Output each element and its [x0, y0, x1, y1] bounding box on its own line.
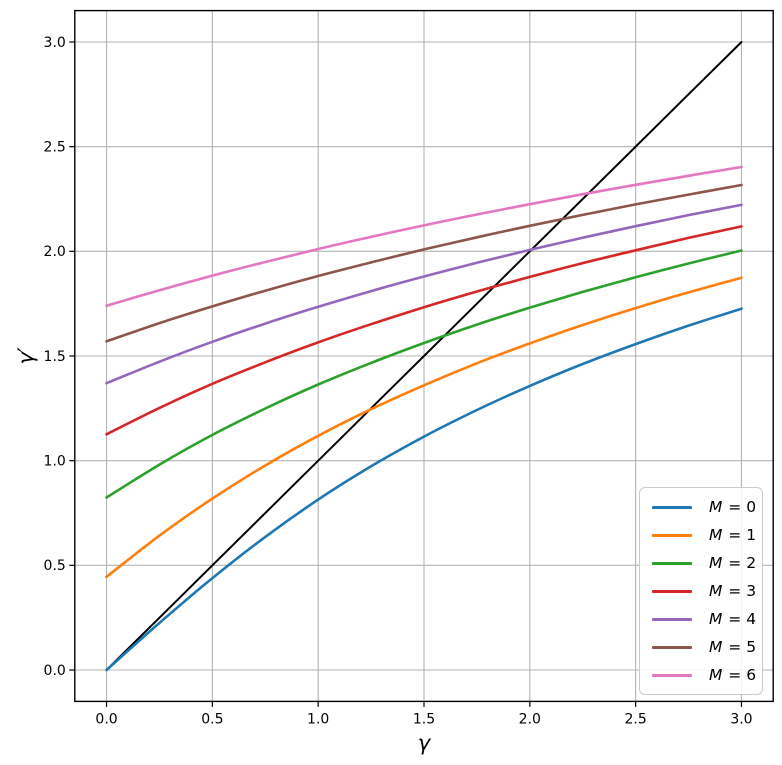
axes [69, 9, 774, 707]
legend-item-m=1: M = 1 [640, 522, 762, 548]
x-tick-label: 2.5 [625, 711, 647, 727]
x-tick-label: 1.5 [413, 711, 435, 727]
legend-item-m=2: M = 2 [640, 550, 762, 576]
y-axis-label: γ′ [14, 347, 38, 364]
legend-item-label: M = 3 [709, 582, 757, 600]
legend-item-label: M = 2 [709, 554, 757, 572]
legend-item-m=3: M = 3 [640, 578, 762, 604]
y-tick-label: 2.0 [44, 244, 66, 260]
legend-item-label: M = 4 [709, 610, 757, 628]
y-tick-label: 0.0 [44, 663, 66, 679]
curve-identity-reference [105, 41, 743, 671]
x-tick-label: 3.0 [730, 711, 752, 727]
legend-item-label: M = 5 [709, 638, 757, 656]
curve-m=6 [105, 165, 743, 308]
legend-line-swatch [652, 505, 692, 509]
grid [74, 10, 774, 702]
curve-m=1 [105, 276, 743, 579]
legend-line-swatch [652, 645, 692, 649]
legend-item-label: M = 1 [709, 526, 757, 544]
y-tick-label: 1.0 [44, 453, 66, 469]
legend-line-swatch [652, 589, 692, 593]
x-tick-label: 1.0 [307, 711, 329, 727]
y-tick-label: 2.5 [44, 139, 66, 155]
legend: M = 0 M = 1 M = 2 M = 3 M = 4 M = 5 M = 6 [639, 487, 763, 695]
legend-item-m=6: M = 6 [640, 662, 762, 688]
y-tick-label: 3.0 [44, 35, 66, 51]
legend-line-swatch [652, 533, 692, 537]
curve-m=4 [105, 203, 743, 385]
x-tick-label: 0.5 [201, 711, 223, 727]
legend-item-label: M = 0 [709, 498, 757, 516]
y-tick-label: 1.5 [44, 349, 66, 365]
legend-line-swatch [652, 673, 692, 677]
legend-item-m=4: M = 4 [640, 606, 762, 632]
curves [105, 41, 743, 672]
x-tick-label: 2.0 [519, 711, 541, 727]
curve-m=3 [105, 225, 743, 436]
legend-item-m=5: M = 5 [640, 634, 762, 660]
legend-line-swatch [652, 617, 692, 621]
legend-item-m=0: M = 0 [640, 494, 762, 520]
x-tick-label: 0.0 [95, 711, 117, 727]
curve-m=5 [105, 183, 743, 343]
tick-labels: 0.0 0.5 1.0 1.5 2.0 2.5 3.0 0.0 0.5 1.0 1.5 2.0 2.5 3… [44, 35, 753, 728]
curve-m=0 [105, 307, 743, 672]
x-axis-label: γ [418, 731, 432, 755]
y-tick-label: 0.5 [44, 558, 66, 574]
legend-item-label: M = 6 [709, 666, 757, 684]
legend-line-swatch [652, 561, 692, 565]
curve-m=2 [105, 249, 743, 499]
